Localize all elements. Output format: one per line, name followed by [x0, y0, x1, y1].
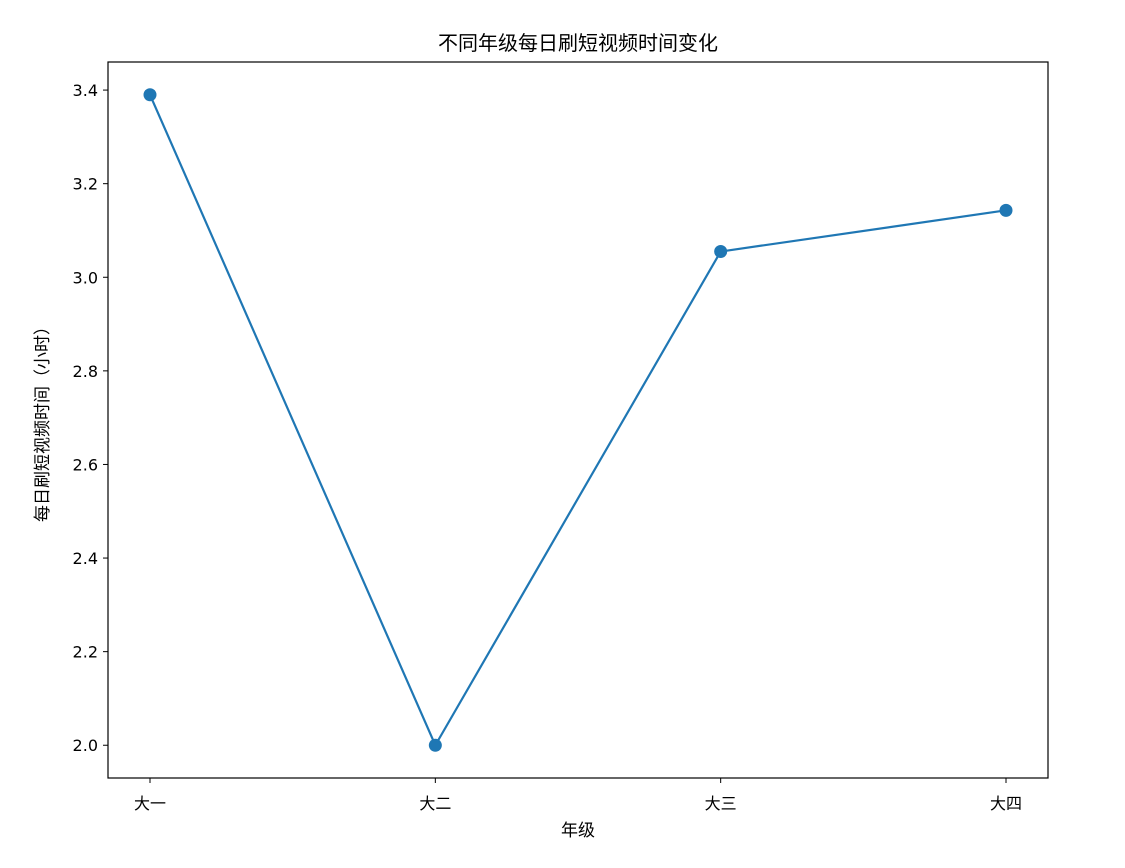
- y-tick-label: 2.4: [73, 549, 98, 568]
- x-tick-label: 大二: [419, 794, 451, 813]
- data-point: [428, 738, 442, 752]
- data-point: [143, 88, 157, 102]
- x-tick-label: 大三: [705, 794, 737, 813]
- y-axis: 2.0 2.2 2.4 2.6 2.8 3.0 3.2 3.4: [73, 81, 108, 755]
- y-tick-label: 2.8: [73, 362, 98, 381]
- data-point: [999, 203, 1013, 217]
- y-tick-label: 2.2: [73, 643, 98, 662]
- y-tick-label: 2.0: [73, 736, 98, 755]
- data-series: [143, 88, 1013, 752]
- x-axis-label: 年级: [561, 821, 595, 841]
- data-point: [714, 245, 728, 259]
- x-tick-label: 大一: [134, 794, 166, 813]
- plot-area: [107, 61, 1049, 779]
- axes-frame: [107, 61, 1049, 779]
- y-axis-label: 每日刷短视频时间（小时）: [33, 318, 53, 522]
- x-tick-label: 大四: [990, 794, 1022, 813]
- chart-title: 不同年级每日刷短视频时间变化: [438, 31, 718, 55]
- y-tick-label: 2.6: [73, 455, 98, 474]
- y-tick-label: 3.4: [73, 81, 98, 100]
- series-line: [148, 94, 1007, 747]
- y-tick-label: 3.2: [73, 175, 98, 194]
- y-tick-label: 3.0: [73, 268, 98, 287]
- x-axis: 大一 大二 大三 大四: [134, 778, 1022, 813]
